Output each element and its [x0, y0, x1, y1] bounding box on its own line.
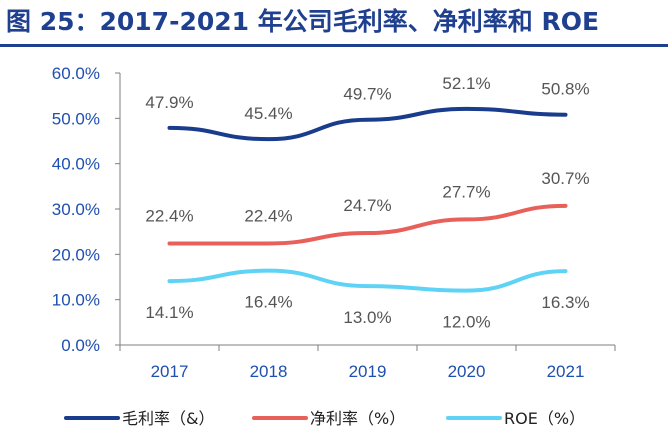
roe-data-label: 13.0% — [343, 308, 391, 327]
legend-label-roe: ROE（%） — [504, 409, 585, 428]
title-rule — [0, 44, 668, 47]
x-tick-label: 2019 — [349, 362, 387, 381]
y-tick-label: 30.0% — [52, 200, 100, 219]
net-margin-data-label: 24.7% — [343, 196, 391, 215]
gross-margin-data-label: 45.4% — [244, 104, 292, 123]
roe-data-label: 16.3% — [541, 293, 589, 312]
x-tick-label: 2018 — [250, 362, 288, 381]
y-tick-label: 20.0% — [52, 245, 100, 264]
roe-data-label: 16.4% — [244, 293, 292, 312]
x-tick-label: 2017 — [151, 362, 189, 381]
x-tick-label: 2020 — [448, 362, 486, 381]
legend-label-net-margin: 净利率（%） — [310, 409, 405, 428]
gross-margin-data-label: 50.8% — [541, 80, 589, 99]
chart-title: 图 25：2017-2021 年公司毛利率、净利率和 ROE — [6, 7, 600, 36]
y-tick-label: 0.0% — [61, 336, 100, 355]
roe-data-label: 14.1% — [145, 303, 193, 322]
x-tick-label: 2021 — [547, 362, 585, 381]
roe-data-label: 12.0% — [442, 313, 490, 332]
y-tick-label: 10.0% — [52, 291, 100, 310]
legend-label-gross-margin: 毛利率（&） — [122, 409, 214, 428]
net-margin-data-label: 22.4% — [244, 206, 292, 225]
net-margin-line — [167, 203, 568, 246]
y-tick-label: 60.0% — [52, 64, 100, 83]
gross-margin-data-label: 52.1% — [442, 74, 490, 93]
gross-margin-data-label: 47.9% — [145, 93, 193, 112]
gross-margin-line — [167, 106, 568, 142]
net-margin-data-label: 30.7% — [541, 169, 589, 188]
roe-line — [167, 268, 568, 293]
net-margin-data-label: 22.4% — [145, 206, 193, 225]
y-tick-label: 40.0% — [52, 155, 100, 174]
y-tick-label: 50.0% — [52, 109, 100, 128]
net-margin-data-label: 27.7% — [442, 182, 490, 201]
gross-margin-data-label: 49.7% — [343, 85, 391, 104]
